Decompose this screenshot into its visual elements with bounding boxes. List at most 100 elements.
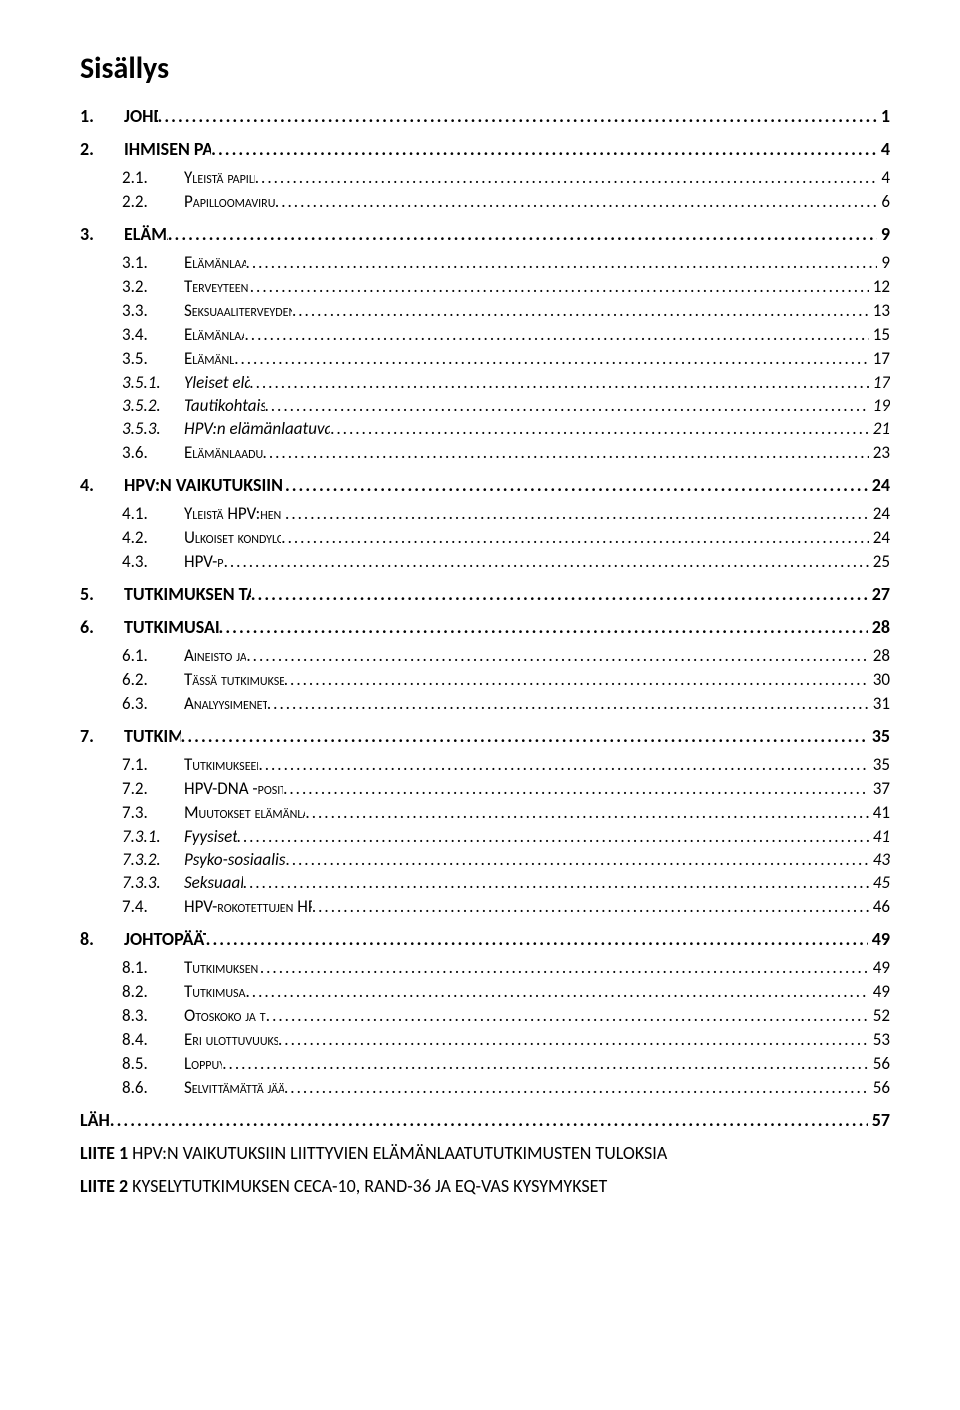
appendix-prefix: LIITE 1 <box>80 1142 128 1164</box>
toc-entry-number: 5. <box>80 583 124 605</box>
toc-entry-label: Psyko-sosiaaliset/emotionaaliset ulottuv… <box>184 849 286 870</box>
appendix-body: LIITE 1 HPV:N VAIKUTUKSIIN LIITTYVIEN EL… <box>80 1142 890 1197</box>
toc-entry-number: 6. <box>80 616 124 638</box>
toc-entry-number: 8.3. <box>122 1005 184 1026</box>
toc-leader-dots: ........................................… <box>110 1109 868 1131</box>
toc-entry-number: 6.1. <box>122 645 184 666</box>
toc-entry-page: 41 <box>869 826 890 847</box>
toc-entry: 8.3.Otoskoko ja tutkittavien valikoitune… <box>122 1005 890 1026</box>
toc-entry-number: 7.1. <box>122 754 184 775</box>
toc-entry-number: 3.5.1. <box>122 372 184 393</box>
toc-entry-number: 2.1. <box>122 167 184 188</box>
toc-entry: 8.1.Tutkimuksen tavoitteet ja päätulokse… <box>122 957 890 978</box>
toc-leader-dots: ........................................… <box>211 138 877 160</box>
toc-page: Sisällys 1.JOHDANTO.....................… <box>0 0 960 1243</box>
toc-entry-number: 3.4. <box>122 324 184 345</box>
toc-leader-dots: ........................................… <box>263 442 869 463</box>
toc-entry-label: Analyysimenetelmät ja käytetyt muuttujat <box>184 693 267 714</box>
toc-entry: 8.4.Eri ulottuvuuksien merkityksestä elä… <box>122 1029 890 1050</box>
toc-entry-number: 7.3.3. <box>122 872 184 893</box>
toc-entry-page: 24 <box>868 474 890 496</box>
toc-entry-number: 8.1. <box>122 957 184 978</box>
toc-entry: 2.1.Yleistä papilloomavirusinfektioista.… <box>122 167 890 188</box>
toc-entry-label: Elämänlaadun mittarit <box>184 348 234 369</box>
appendix-entry: LIITE 1 HPV:N VAIKUTUKSIIN LIITTYVIEN EL… <box>80 1142 890 1164</box>
toc-entry-page: 9 <box>877 252 890 273</box>
toc-entry-number: 3.5. <box>122 348 184 369</box>
toc-leader-dots: ........................................… <box>251 583 868 605</box>
toc-entry-number: 8.6. <box>122 1077 184 1098</box>
toc-entry-label: ELÄMÄNLAATU <box>124 223 168 245</box>
toc-entry-number: 3.5.3. <box>122 418 184 439</box>
toc-entry-label: Fyysiset ulottuvuudet <box>184 826 237 847</box>
toc-entry: 8.JOHTOPÄÄTÖKSET JA POHDINTA............… <box>80 928 890 950</box>
toc-entry-label: Terveyteen liittyvä elämänlaatu <box>184 276 250 297</box>
toc-entry: 8.2.Tutkimusasetelma ja eettisyys.......… <box>122 981 890 1002</box>
toc-leader-dots: ........................................… <box>285 474 868 496</box>
toc-entry: 2.2.Papilloomavirusinfektioiden seuranta… <box>122 191 890 212</box>
toc-entry: 3.6.Elämänlaadun mittareiden arvioinnist… <box>122 442 890 463</box>
toc-leader-dots: ........................................… <box>312 896 869 917</box>
toc-entry-page: 24 <box>869 527 890 548</box>
toc-entry-page: 49 <box>869 981 890 1002</box>
page-title: Sisällys <box>80 50 890 87</box>
toc-entry: 6.1.Aineisto ja eettiset kysymykset.....… <box>122 645 890 666</box>
toc-leader-dots: ........................................… <box>283 778 869 799</box>
toc-entry-label: Tautikohtaiset elämänlaatumittarit <box>184 395 265 416</box>
toc-entry-label: Aineisto ja eettiset kysymykset <box>184 645 246 666</box>
toc-entry-label: Yleiset elämänlaatumittarit <box>184 372 250 393</box>
toc-leader-dots: ........................................… <box>285 503 869 524</box>
appendix-label: KYSELYTUTKIMUKSEN CECA-10, RAND-36 JA EQ… <box>132 1175 607 1197</box>
toc-entry: 7.TUTKIMUSTULOKSET......................… <box>80 725 890 747</box>
toc-entry-label: Yleistä papilloomavirusinfektioista <box>184 167 255 188</box>
toc-entry-label: HPV:n elämänlaatuvaikutusten mittaamisee… <box>184 418 330 439</box>
toc-entry-label: HPV:N VAIKUTUKSIIN LIITTYVIEN ELÄMÄNLAAT… <box>124 474 285 496</box>
toc-leader-dots: ........................................… <box>275 191 877 212</box>
toc-entry-page: 53 <box>869 1029 890 1050</box>
toc-entry: 7.1.Tutkimukseen osallistuneiden kuvaus.… <box>122 754 890 775</box>
toc-entry: 1.JOHDANTO..............................… <box>80 105 890 127</box>
toc-entry-number: 7.3.2. <box>122 849 184 870</box>
toc-entry-number: 6.3. <box>122 693 184 714</box>
toc-entry: 3.1.Elämänlaadun määritelmistä..........… <box>122 252 890 273</box>
toc-entry-page: 52 <box>869 1005 890 1026</box>
toc-entry-label: Tässä tutkimuksessa käytetyt elämänlaadu… <box>184 669 284 690</box>
toc-leader-dots: ........................................… <box>181 725 868 747</box>
toc-entry-number: 1. <box>80 105 124 127</box>
toc-entry-label: TUTKIMUSTULOKSET <box>124 725 181 747</box>
toc-leader-dots: ........................................… <box>234 348 869 369</box>
toc-entry-page: 17 <box>869 348 890 369</box>
toc-entry: 4.3.HPV-positiivisuus...................… <box>122 551 890 572</box>
toc-entry: 5.TUTKIMUKSEN TAVOITTEET JA TUTKIMUSKYSY… <box>80 583 890 605</box>
toc-entry: 7.3.Muutokset elämänlaadussa HPV-DNA pos… <box>122 802 890 823</box>
toc-entry-page: 35 <box>869 754 890 775</box>
toc-entry-label: Seksuaaliterveyden yhteys elämänlaatuun … <box>184 300 292 321</box>
toc-leader-dots: ........................................… <box>278 1029 869 1050</box>
toc-leader-dots: ........................................… <box>284 669 869 690</box>
toc-entry-label: Loppuyhteenveto <box>184 1053 222 1074</box>
toc-leader-dots: ........................................… <box>224 551 869 572</box>
toc-entry: 7.3.3.Seksuaalinen ulottuvuus...........… <box>122 872 890 893</box>
toc-leader-dots: ........................................… <box>292 300 869 321</box>
toc-entry-page: 27 <box>868 583 890 605</box>
toc-leader-dots: ........................................… <box>258 754 868 775</box>
toc-leader-dots: ........................................… <box>168 223 877 245</box>
toc-entry-page: 57 <box>868 1109 890 1131</box>
toc-leader-dots: ........................................… <box>246 252 878 273</box>
toc-entry-number: 4. <box>80 474 124 496</box>
appendix-entry: LIITE 2 KYSELYTUTKIMUKSEN CECA-10, RAND-… <box>80 1175 890 1197</box>
toc-leader-dots: ........................................… <box>286 849 869 870</box>
toc-entry: 4.HPV:N VAIKUTUKSIIN LIITTYVIEN ELÄMÄNLA… <box>80 474 890 496</box>
toc-entry-label: Papilloomavirusinfektioiden seuranta ja … <box>184 191 275 212</box>
toc-entry-number: 8.5. <box>122 1053 184 1074</box>
toc-leader-dots: ........................................… <box>222 1053 869 1074</box>
toc-entry-number: 7.2. <box>122 778 184 799</box>
toc-entry-number: 7.4. <box>122 896 184 917</box>
toc-leader-dots: ........................................… <box>255 167 878 188</box>
toc-entry-page: 37 <box>869 778 890 799</box>
toc-entry: 8.6.Selvittämättä jääneet kysymykset ja … <box>122 1077 890 1098</box>
toc-entry: 7.4.HPV-rokotettujen HPV-DNA -positiivis… <box>122 896 890 917</box>
toc-entry-page: 45 <box>869 872 890 893</box>
toc-entry-page: 4 <box>877 167 890 188</box>
toc-entry-number: 4.1. <box>122 503 184 524</box>
